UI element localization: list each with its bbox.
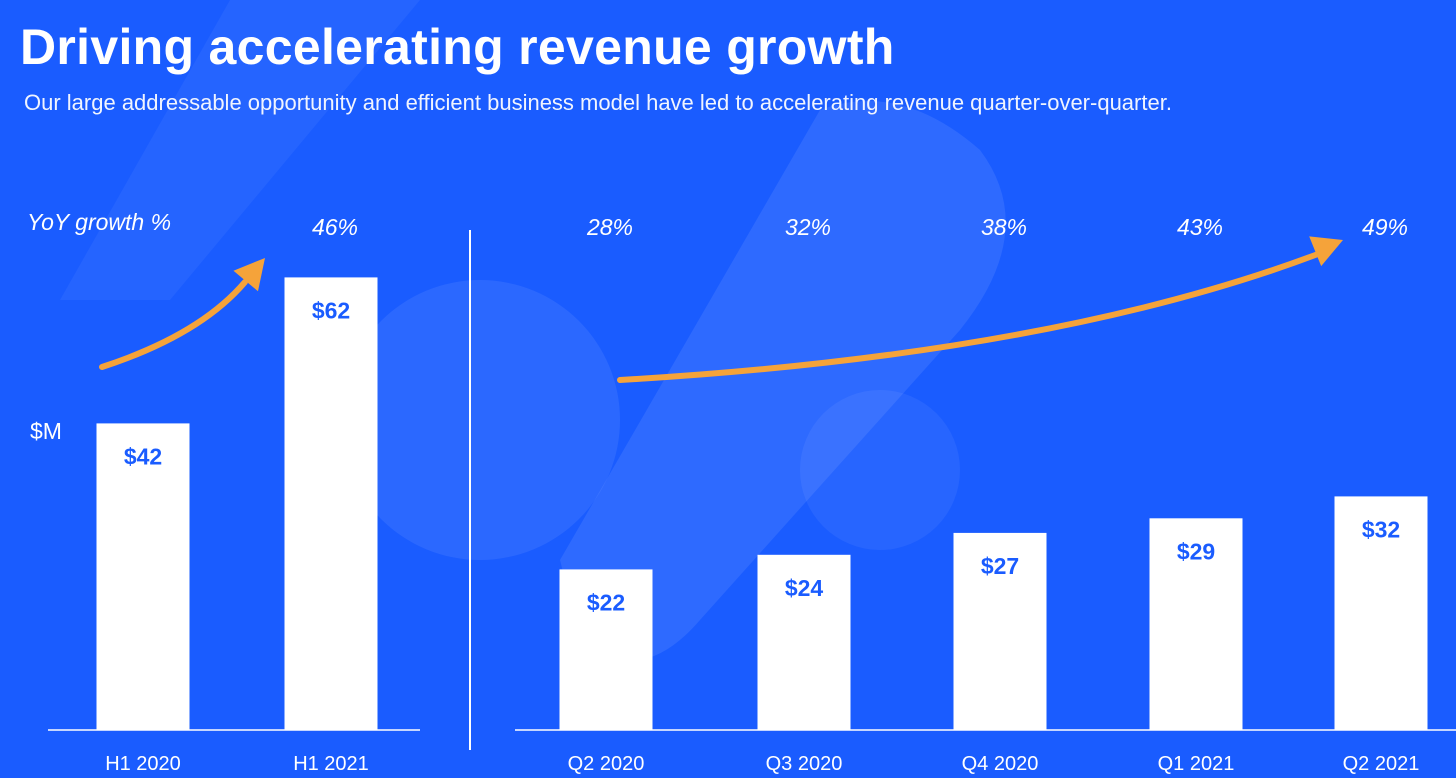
growth-trend-arrow-left [99,279,248,370]
unit-label: $M [30,418,62,444]
page-title: Driving accelerating revenue growth [20,19,895,75]
x-tick-label: Q4 2020 [962,753,1039,775]
growth-rate-label: 28% [586,214,633,240]
growth-rate-label: 43% [1177,214,1223,240]
growth-rate-label: 38% [981,214,1027,240]
x-tick-label: Q2 2021 [1343,753,1420,775]
page-subtitle: Our large addressable opportunity and ef… [24,90,1172,115]
bar-value-label: $62 [312,297,350,323]
growth-trend-arrow-right [617,251,1321,383]
x-tick-label: H1 2020 [105,753,181,775]
growth-trend-arrow-left-head [233,258,265,292]
x-tick-label: H1 2021 [293,753,369,775]
bar-q1-2021 [1149,518,1243,730]
growth-rate-label: 49% [1362,214,1408,240]
bar-h1-2021 [284,277,378,730]
bar-q4-2020 [953,532,1047,730]
bar-value-label: $22 [587,589,625,615]
growth-trend-arrow-right-head [1309,236,1343,267]
x-tick-label: Q2 2020 [568,753,645,775]
bar-value-label: $27 [981,553,1019,579]
bar-q2-2021 [1334,496,1428,730]
x-tick-label: Q1 2021 [1158,753,1235,775]
bar-h1-2020 [96,423,190,730]
bar-value-label: $32 [1362,516,1400,542]
bar-q2-2020 [559,569,653,730]
growth-rate-label: 32% [785,214,831,240]
bar-value-label: $29 [1177,538,1215,564]
growth-rate-label: 46% [312,214,358,240]
bar-q3-2020 [757,554,851,730]
yoy-growth-label: YoY growth % [27,209,172,235]
x-tick-label: Q3 2020 [766,753,843,775]
bar-value-label: $24 [785,575,824,601]
bar-value-label: $42 [124,443,162,469]
